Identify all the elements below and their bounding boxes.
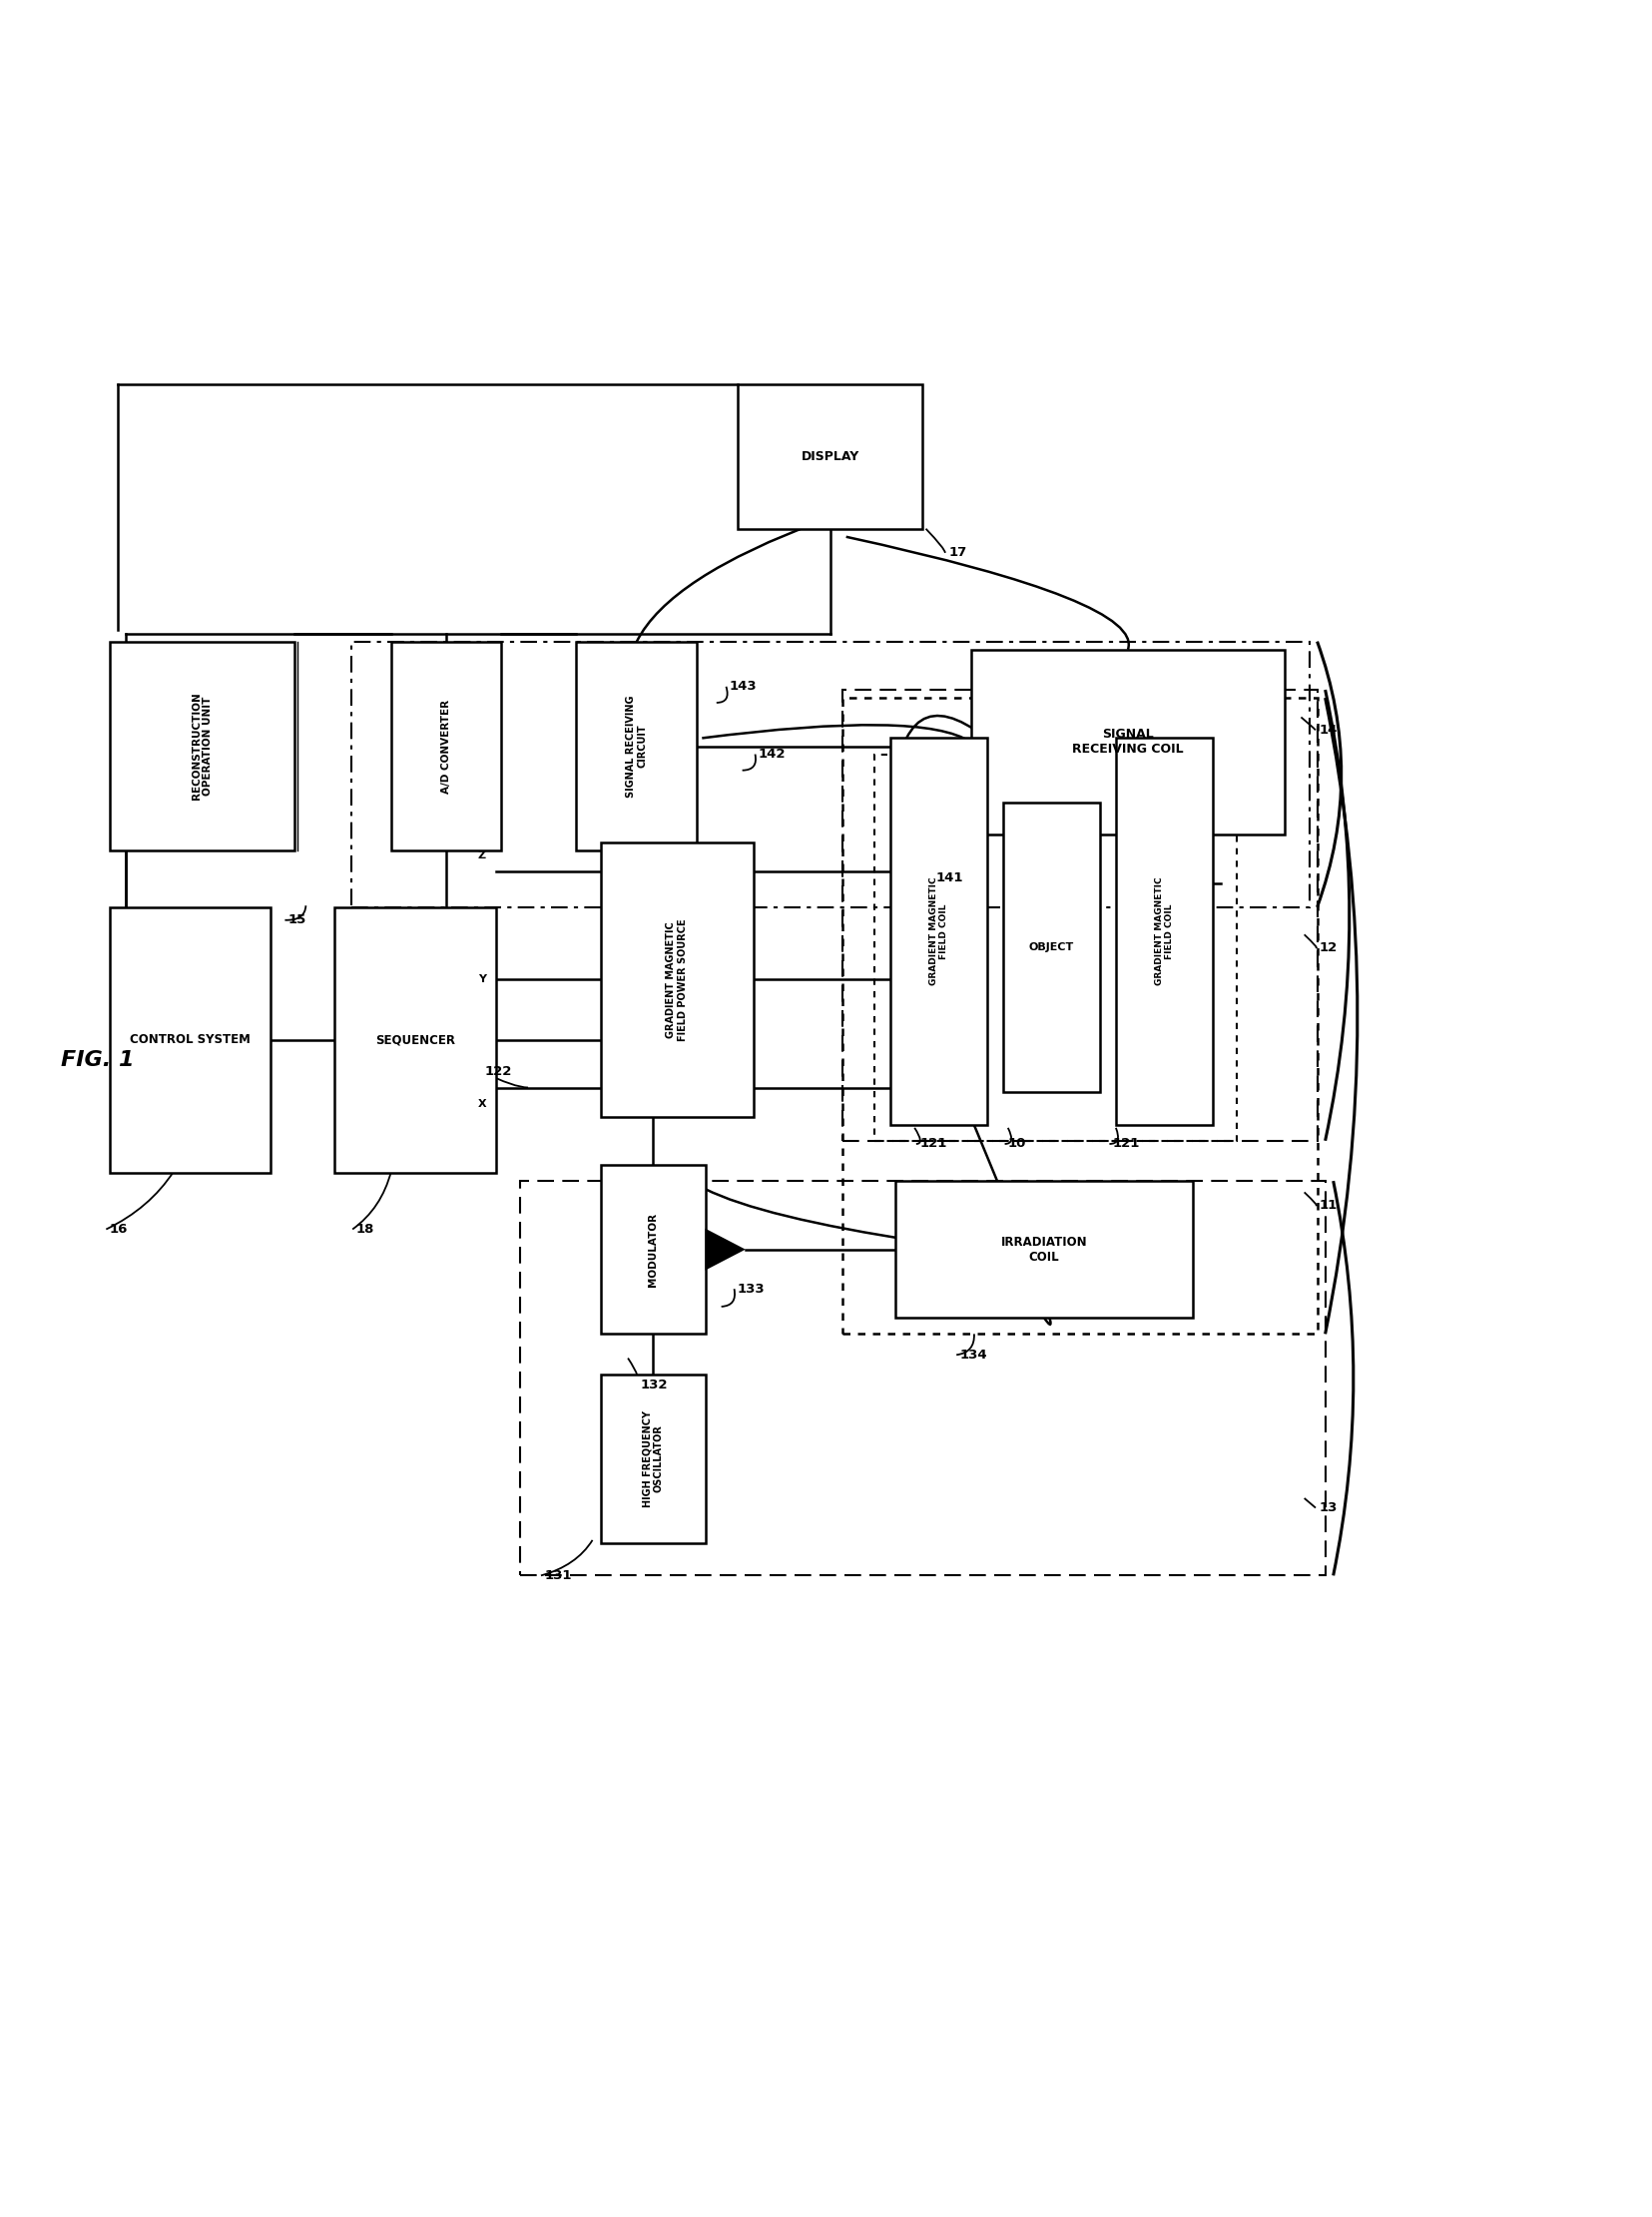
Bar — [109, 907, 271, 1173]
Text: 15: 15 — [287, 913, 306, 927]
Bar — [392, 641, 501, 851]
Text: 16: 16 — [109, 1224, 127, 1235]
Bar — [350, 641, 1308, 907]
Text: 141: 141 — [935, 871, 963, 885]
Text: 18: 18 — [355, 1224, 373, 1235]
Text: 121: 121 — [920, 1137, 947, 1151]
Bar — [1115, 738, 1213, 1124]
Text: 11: 11 — [1318, 1199, 1336, 1213]
Bar — [577, 641, 697, 851]
Text: Z: Z — [477, 851, 486, 860]
Text: SEQUENCER: SEQUENCER — [375, 1033, 456, 1046]
Text: X: X — [477, 1100, 486, 1108]
Text: 13: 13 — [1318, 1501, 1336, 1514]
Text: A/D CONVERTER: A/D CONVERTER — [441, 698, 451, 794]
Bar — [1003, 803, 1100, 1093]
Text: GRADIENT MAGNETIC
FIELD COIL: GRADIENT MAGNETIC FIELD COIL — [1155, 878, 1175, 987]
Bar — [520, 1182, 1325, 1576]
Bar — [843, 689, 1317, 1142]
Text: 12: 12 — [1318, 940, 1336, 953]
Text: MODULATOR: MODULATOR — [648, 1213, 657, 1286]
Text: IRRADIATION
COIL: IRRADIATION COIL — [1001, 1235, 1087, 1264]
Text: SIGNAL
RECEIVING COIL: SIGNAL RECEIVING COIL — [1072, 727, 1184, 756]
Bar — [843, 698, 1317, 1335]
Text: 133: 133 — [737, 1281, 765, 1295]
Text: RECONSTRUCTION
OPERATION UNIT: RECONSTRUCTION OPERATION UNIT — [192, 692, 213, 800]
Text: DISPLAY: DISPLAY — [801, 450, 859, 463]
Text: Y: Y — [477, 975, 486, 984]
Bar — [737, 384, 922, 528]
Bar — [971, 650, 1285, 836]
Text: 121: 121 — [1113, 1137, 1140, 1151]
Bar — [601, 1375, 705, 1543]
Bar — [335, 907, 496, 1173]
Bar — [601, 842, 753, 1117]
Text: 143: 143 — [730, 681, 757, 694]
Text: SIGNAL RECEIVING
CIRCUIT: SIGNAL RECEIVING CIRCUIT — [626, 694, 648, 798]
Text: GRADIENT MAGNETIC
FIELD POWER SOURCE: GRADIENT MAGNETIC FIELD POWER SOURCE — [666, 918, 687, 1040]
Text: 134: 134 — [960, 1348, 988, 1361]
Text: 132: 132 — [641, 1379, 669, 1392]
Text: CONTROL SYSTEM: CONTROL SYSTEM — [129, 1033, 249, 1046]
Bar — [874, 754, 1237, 1142]
Bar — [109, 641, 294, 851]
Polygon shape — [705, 1228, 745, 1270]
Text: 10: 10 — [1008, 1137, 1026, 1151]
Text: 122: 122 — [484, 1064, 512, 1077]
Text: HIGH FREQUENCY
OSCILLATOR: HIGH FREQUENCY OSCILLATOR — [643, 1410, 664, 1508]
Text: OBJECT: OBJECT — [1029, 942, 1074, 953]
Text: 131: 131 — [544, 1570, 572, 1583]
Text: 17: 17 — [948, 545, 966, 559]
Text: GRADIENT MAGNETIC
FIELD COIL: GRADIENT MAGNETIC FIELD COIL — [928, 878, 948, 987]
Text: 14: 14 — [1318, 723, 1336, 736]
Bar — [895, 1182, 1193, 1317]
Text: 142: 142 — [758, 747, 786, 760]
Bar — [601, 1164, 705, 1335]
Text: FIG. 1: FIG. 1 — [61, 1051, 134, 1071]
Bar — [890, 738, 986, 1124]
